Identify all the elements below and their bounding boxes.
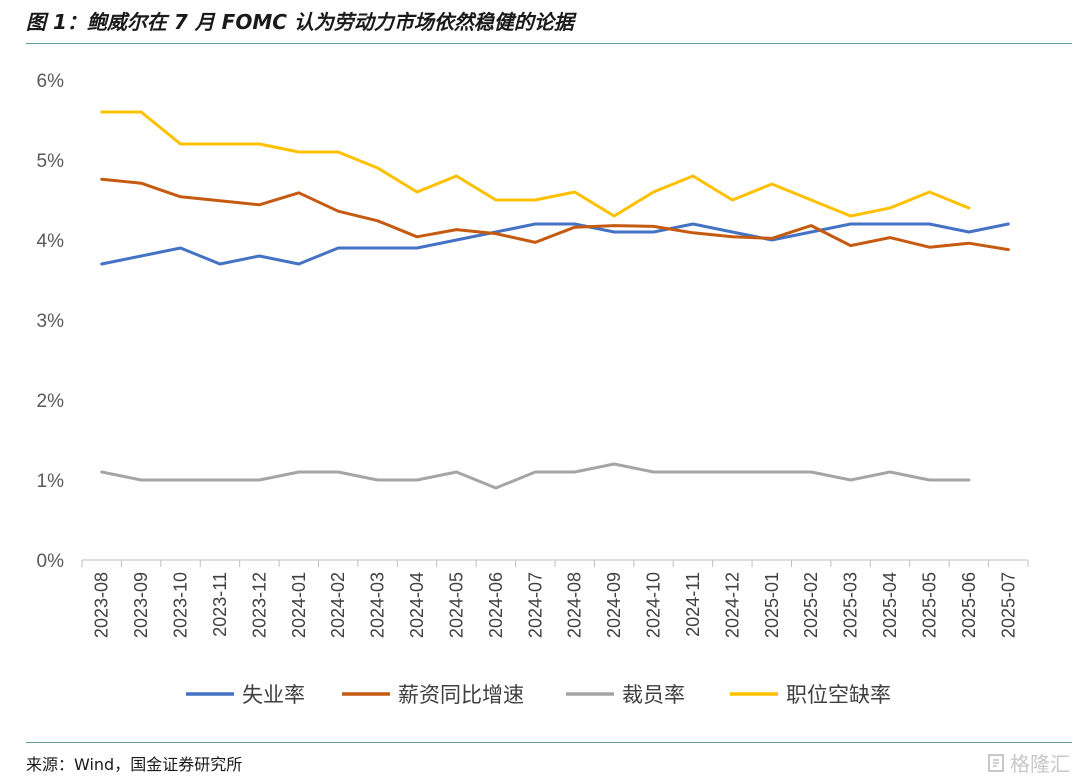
x-tick-label: 2024-12: [722, 572, 742, 638]
y-tick-label: 1%: [37, 471, 65, 492]
y-tick-label: 2%: [37, 391, 65, 412]
x-tick-label: 2024-01: [289, 572, 309, 638]
x-tick-label: 2025-04: [880, 572, 900, 638]
x-tick-label: 2023-11: [210, 572, 230, 637]
source-divider: [26, 742, 1072, 743]
y-tick-label: 3%: [37, 311, 65, 332]
y-tick-label: 6%: [37, 71, 65, 92]
series-line-0: [100, 222, 1010, 266]
x-tick-label: 2025-02: [801, 572, 821, 638]
title-divider: [26, 43, 1072, 44]
series-line-1: [100, 177, 1010, 252]
y-axis-labels: 0% 1% 2% 3% 4% 5% 6%: [37, 71, 65, 572]
series-lines: [100, 110, 1010, 490]
x-tick-label: 2024-05: [446, 572, 466, 638]
legend: 失业率 薪资同比增速 裁员率 职位空缺率: [186, 683, 891, 707]
x-tick-label: 2023-09: [131, 572, 151, 638]
x-tick-label: 2023-08: [92, 572, 112, 638]
x-tick-label: 2023-12: [249, 572, 269, 638]
x-tick-labels: 2023-08 2023-09 2023-10 2023-11 2023-12 2024-…: [92, 572, 1019, 638]
glh-logo-icon: [988, 753, 1004, 772]
x-tick-label: 2024-11: [683, 572, 703, 637]
x-axis: [81, 559, 1029, 567]
y-tick-label: 4%: [37, 231, 65, 252]
legend-label: 职位空缺率: [786, 683, 891, 707]
source-note: 来源：Wind，国金证券研究所: [26, 755, 243, 774]
x-tick-label: 2025-06: [959, 572, 979, 638]
series-line-2: [100, 462, 971, 490]
x-tick-label: 2024-07: [525, 572, 545, 638]
x-tick-label: 2025-01: [762, 572, 782, 638]
x-tick-label: 2023-10: [171, 572, 191, 638]
x-tick-label: 2024-09: [604, 572, 624, 638]
legend-label: 失业率: [242, 683, 305, 707]
x-tick-label: 2025-03: [841, 572, 861, 638]
x-tick-label: 2025-05: [919, 572, 939, 638]
figure-title: 图 1：鲍威尔在 7 月 FOMC 认为劳动力市场依然稳健的论据: [26, 10, 574, 34]
x-tick-label: 2024-10: [644, 572, 664, 638]
x-tick-label: 2024-08: [565, 572, 585, 638]
series-line-3: [100, 110, 971, 218]
y-tick-label: 0%: [37, 551, 65, 572]
x-tick-label: 2024-02: [328, 572, 348, 638]
y-tick-label: 5%: [37, 151, 65, 172]
legend-label: 裁员率: [622, 683, 685, 707]
watermark: 格隆汇: [986, 748, 1070, 777]
x-tick-label: 2024-04: [407, 572, 427, 638]
watermark-text: 格隆汇: [1010, 752, 1070, 776]
x-tick-label: 2025-07: [998, 572, 1018, 638]
x-tick-label: 2024-03: [368, 572, 388, 638]
line-chart: 0%1%2%3%4%5%6% 2023-08 2023-09 2023-10 2023…: [37, 71, 1029, 707]
x-tick-label: 2024-06: [486, 572, 506, 638]
legend-label: 薪资同比增速: [398, 683, 524, 707]
